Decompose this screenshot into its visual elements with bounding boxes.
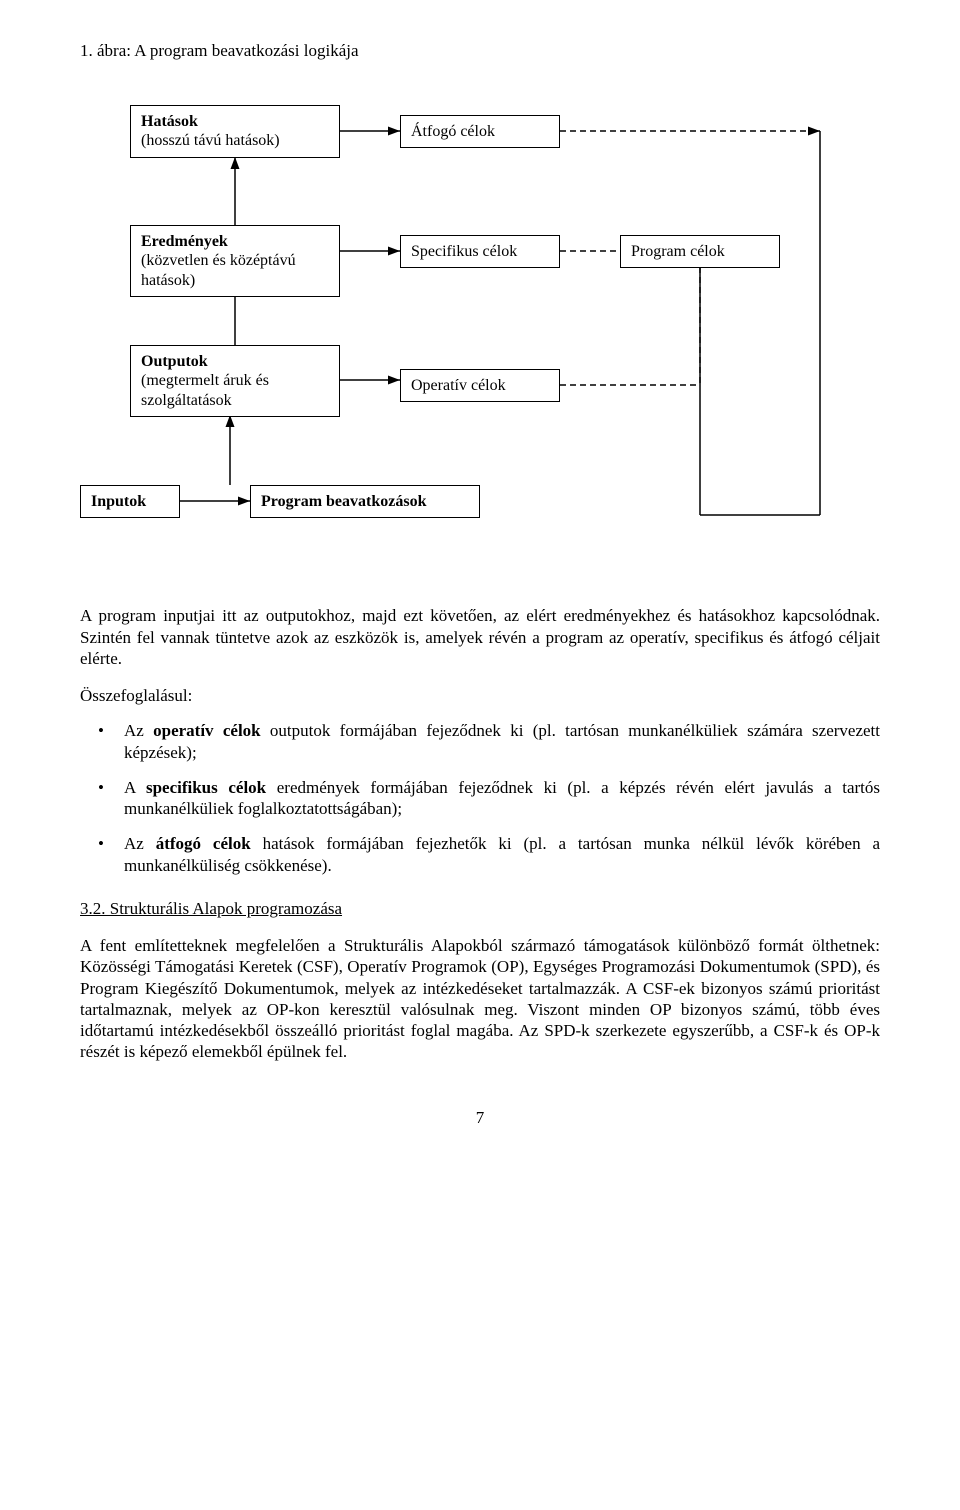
section-heading: 3.2. Strukturális Alapok programozása [80,898,880,919]
figure-title: 1. ábra: A program beavatkozási logikája [80,40,880,61]
node-beavatk: Program beavatkozások [250,485,480,518]
list-item: A specifikus célok eredmények formájában… [80,777,880,820]
paragraph-1: A program inputjai itt az outputokhoz, m… [80,605,880,669]
bullet-bold: átfogó célok [156,834,251,853]
summary-bullet-list: Az operatív célok outputok formájában fe… [80,720,880,876]
node-program: Program célok [620,235,780,268]
paragraph-2: A fent említetteknek megfelelően a Struk… [80,935,880,1063]
page-number: 7 [80,1107,880,1128]
logic-diagram: Hatások(hosszú távú hatások) Átfogó célok… [80,85,880,565]
bullet-bold: specifikus célok [146,778,266,797]
node-eredmenyek: Eredmények(közvetlen és középtávú hatáso… [130,225,340,297]
node-atfogo: Átfogó célok [400,115,560,148]
node-hatasok: Hatások(hosszú távú hatások) [130,105,340,157]
list-item: Az operatív célok outputok formájában fe… [80,720,880,763]
node-inputok: Inputok [80,485,180,518]
list-item: Az átfogó célok hatások formájában fejez… [80,833,880,876]
bullet-pre: Az [124,834,156,853]
node-operativ: Operatív célok [400,369,560,402]
bullet-pre: A [124,778,146,797]
bullet-bold: operatív célok [153,721,261,740]
summary-label: Összefoglalásul: [80,685,880,706]
node-specifikus: Specifikus célok [400,235,560,268]
node-outputok: Outputok(megtermelt áruk és szolgáltatás… [130,345,340,417]
bullet-pre: Az [124,721,153,740]
